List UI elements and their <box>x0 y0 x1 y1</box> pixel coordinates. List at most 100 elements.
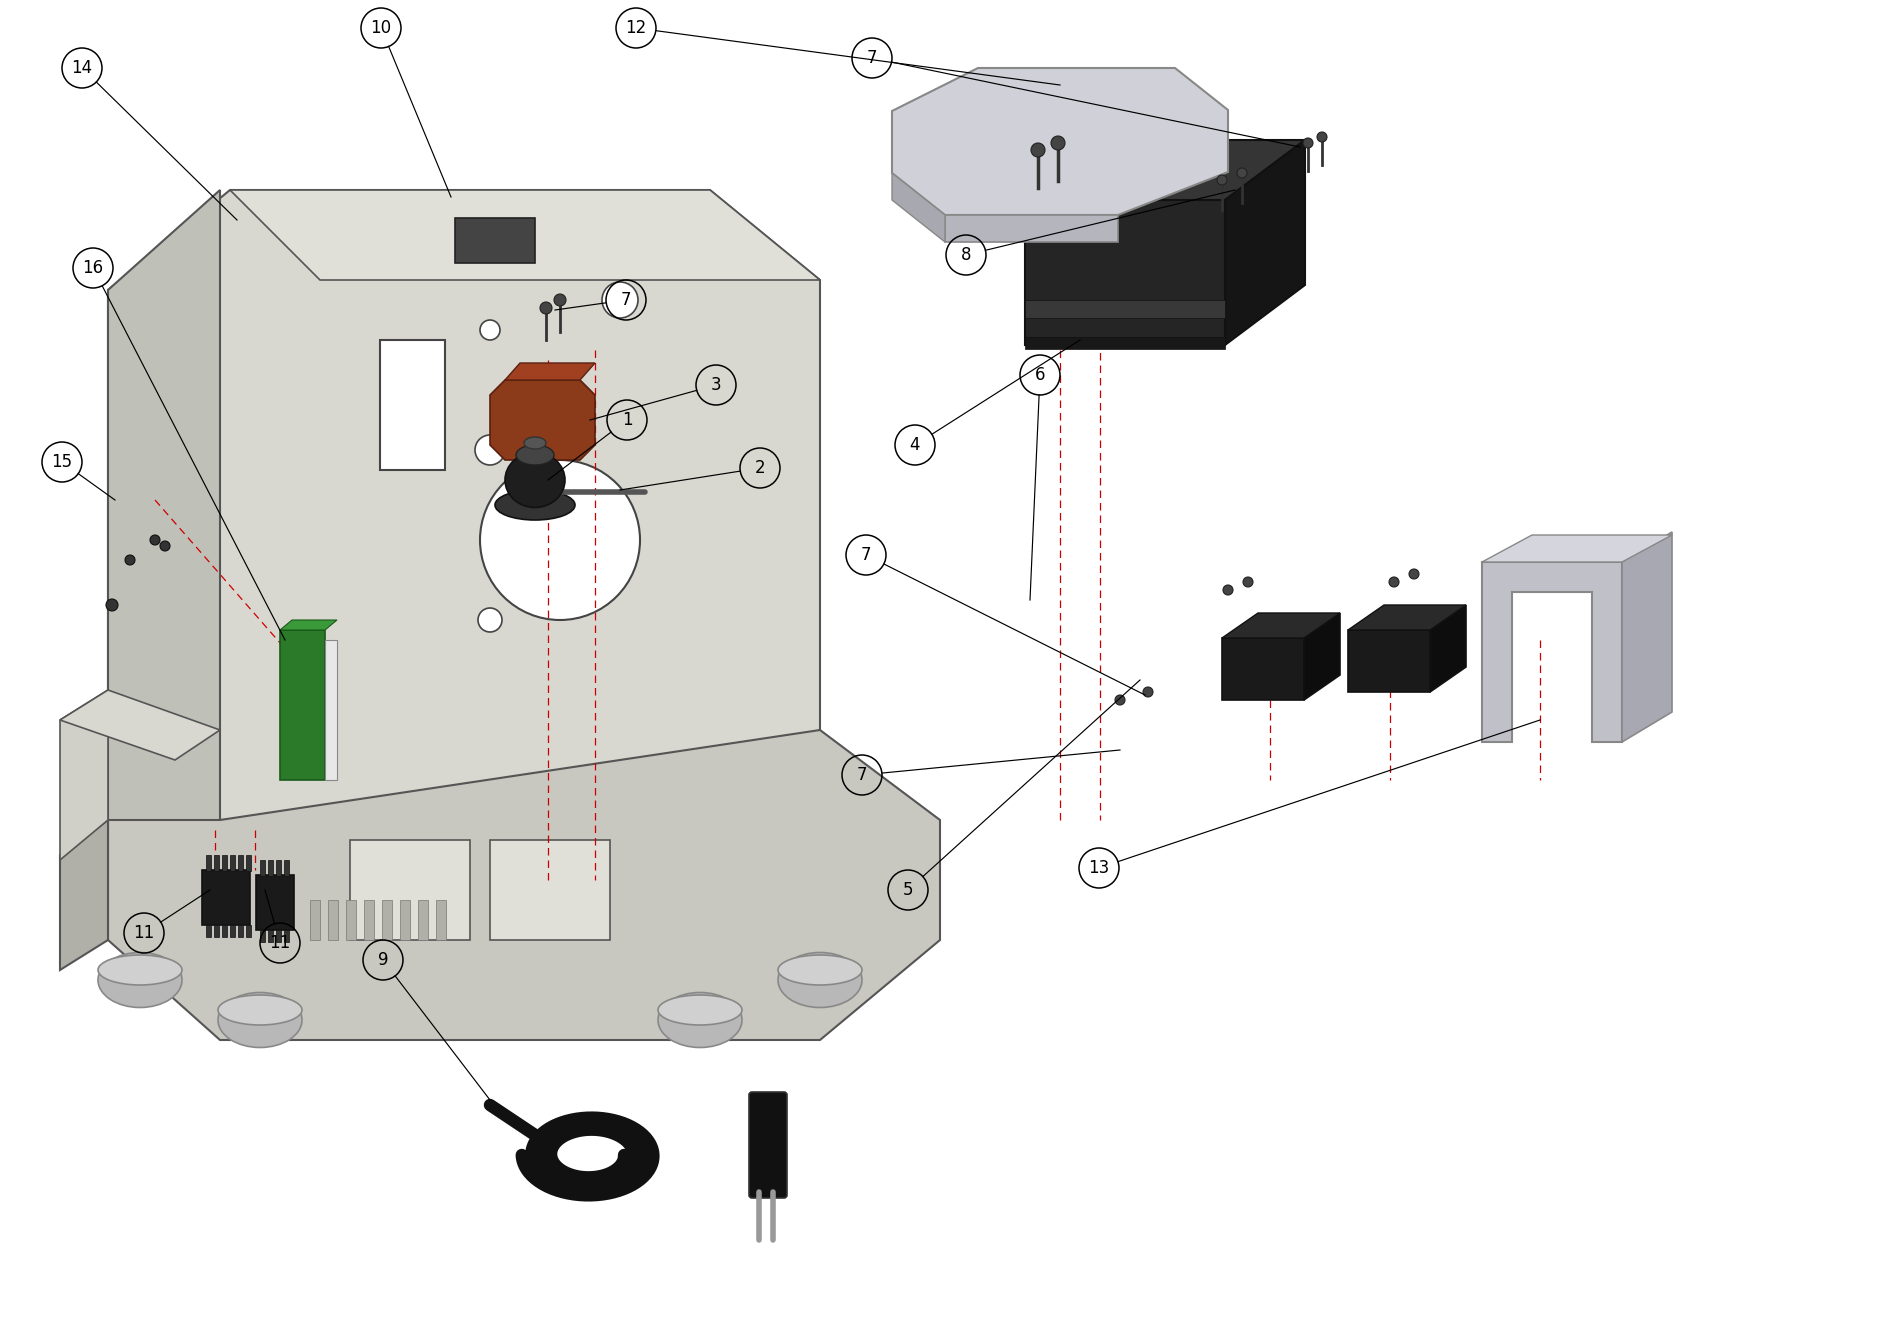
Text: 13: 13 <box>1089 859 1109 877</box>
Text: 3: 3 <box>710 376 721 394</box>
Bar <box>310 900 320 939</box>
Polygon shape <box>1621 533 1673 742</box>
Bar <box>327 900 339 939</box>
Polygon shape <box>61 820 108 970</box>
Circle shape <box>554 294 565 306</box>
Bar <box>223 925 226 937</box>
Bar <box>1026 337 1226 348</box>
Circle shape <box>478 608 502 632</box>
Polygon shape <box>1226 140 1305 344</box>
Ellipse shape <box>495 490 575 519</box>
Polygon shape <box>280 620 337 629</box>
Circle shape <box>1218 175 1227 186</box>
Bar <box>1026 299 1226 318</box>
Text: 10: 10 <box>371 19 392 37</box>
Text: 7: 7 <box>866 49 877 68</box>
Polygon shape <box>946 215 1117 242</box>
Bar <box>268 930 272 942</box>
Text: 7: 7 <box>860 546 872 564</box>
Bar <box>206 855 211 871</box>
FancyBboxPatch shape <box>750 1092 788 1198</box>
Ellipse shape <box>523 437 546 449</box>
Text: 4: 4 <box>910 436 921 454</box>
Circle shape <box>601 282 638 318</box>
Bar <box>419 900 428 939</box>
Circle shape <box>1317 132 1326 142</box>
Text: 12: 12 <box>626 19 647 37</box>
Bar <box>230 855 234 871</box>
Bar <box>206 925 211 937</box>
Circle shape <box>1144 686 1153 697</box>
Bar <box>455 219 535 262</box>
Ellipse shape <box>504 453 565 507</box>
Bar <box>245 855 251 871</box>
Bar <box>245 925 251 937</box>
Text: 6: 6 <box>1035 366 1045 384</box>
Bar <box>213 855 219 871</box>
Bar <box>202 871 249 925</box>
Bar <box>230 925 234 937</box>
Bar <box>350 840 470 939</box>
Circle shape <box>126 555 135 564</box>
Bar <box>400 900 409 939</box>
Circle shape <box>1031 143 1045 156</box>
Circle shape <box>1115 696 1125 705</box>
Bar <box>383 900 392 939</box>
Circle shape <box>160 541 169 551</box>
Polygon shape <box>504 363 596 380</box>
Bar <box>268 860 272 876</box>
Circle shape <box>480 321 500 341</box>
Text: 7: 7 <box>620 292 632 309</box>
Polygon shape <box>108 189 820 939</box>
Circle shape <box>1408 568 1420 579</box>
Polygon shape <box>61 690 221 761</box>
Ellipse shape <box>219 995 303 1026</box>
Circle shape <box>107 599 118 611</box>
Text: 14: 14 <box>72 60 93 77</box>
Circle shape <box>1243 576 1252 587</box>
Polygon shape <box>230 189 820 280</box>
Bar <box>213 925 219 937</box>
Text: 16: 16 <box>82 258 103 277</box>
Circle shape <box>1389 576 1399 587</box>
Text: 9: 9 <box>379 951 388 969</box>
Polygon shape <box>1222 613 1340 639</box>
Polygon shape <box>1429 606 1465 692</box>
Bar <box>238 925 244 937</box>
Circle shape <box>1304 138 1313 148</box>
Circle shape <box>540 302 552 314</box>
Circle shape <box>480 460 639 620</box>
Ellipse shape <box>97 953 183 1007</box>
Polygon shape <box>108 730 940 1040</box>
Bar <box>363 900 375 939</box>
Bar <box>1347 629 1429 692</box>
Bar <box>436 900 445 939</box>
Bar <box>276 930 282 942</box>
Ellipse shape <box>658 992 742 1048</box>
Polygon shape <box>61 690 108 860</box>
Bar <box>223 855 226 871</box>
Ellipse shape <box>778 955 862 984</box>
Ellipse shape <box>516 445 554 465</box>
Text: 2: 2 <box>755 458 765 477</box>
Circle shape <box>1050 136 1066 150</box>
Ellipse shape <box>97 955 183 984</box>
Text: 15: 15 <box>51 453 72 470</box>
Polygon shape <box>1347 606 1465 629</box>
Circle shape <box>1237 168 1246 178</box>
Bar <box>381 341 445 470</box>
Bar <box>346 900 356 939</box>
Bar <box>276 860 282 876</box>
Polygon shape <box>108 189 221 939</box>
Text: 11: 11 <box>133 924 154 942</box>
Bar <box>261 930 265 942</box>
Text: 5: 5 <box>902 881 913 898</box>
Polygon shape <box>893 174 946 242</box>
Ellipse shape <box>219 992 303 1048</box>
Bar <box>284 860 289 876</box>
Bar <box>1026 200 1226 344</box>
Polygon shape <box>1026 140 1305 200</box>
Polygon shape <box>1482 562 1621 742</box>
Text: 7: 7 <box>856 766 868 784</box>
Text: 8: 8 <box>961 246 971 264</box>
